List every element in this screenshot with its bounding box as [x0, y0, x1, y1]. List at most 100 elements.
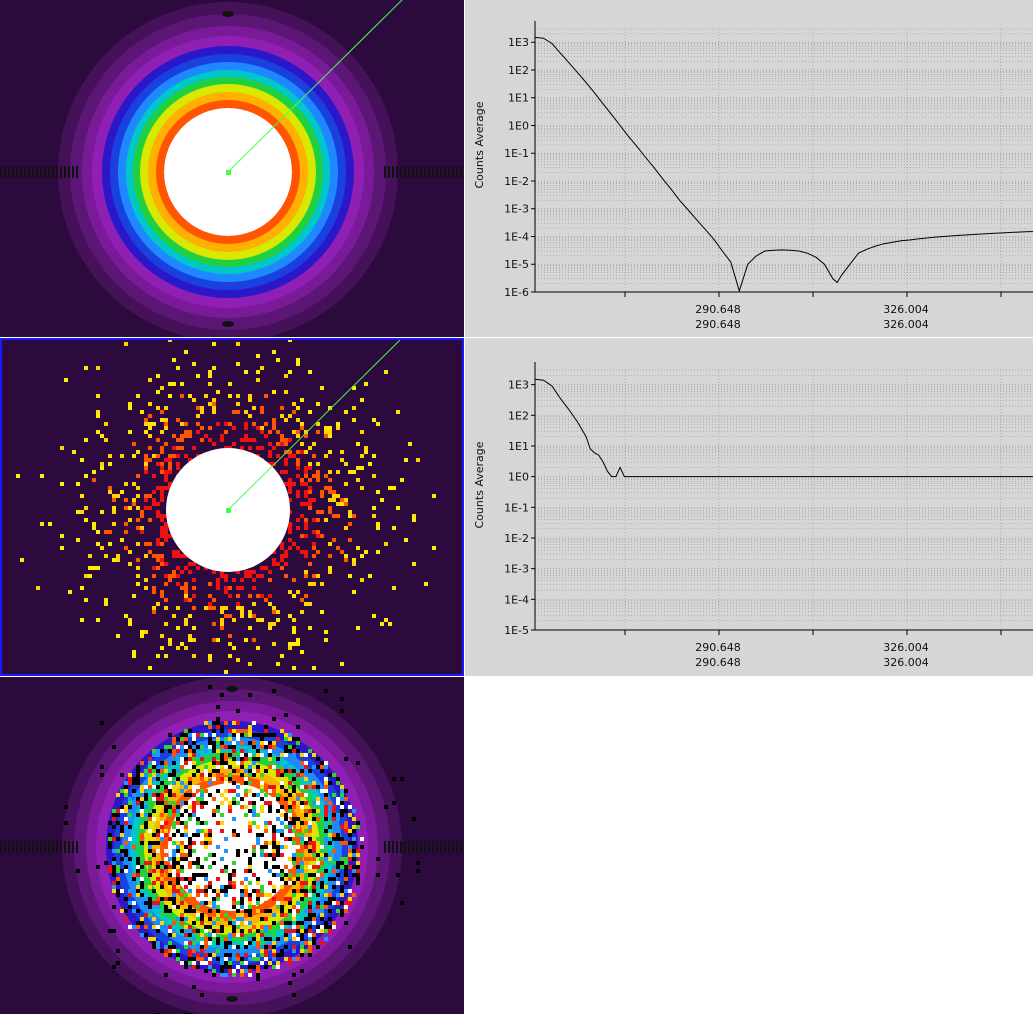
pixel: [168, 749, 172, 753]
pixel: [324, 937, 328, 941]
pixel: [372, 506, 376, 510]
pixel: [208, 941, 212, 945]
pixel: [216, 913, 220, 917]
pixel: [124, 897, 128, 901]
pixel: [236, 849, 240, 853]
pixel: [340, 813, 344, 817]
pixel: [168, 945, 172, 949]
pixel: [328, 841, 332, 845]
pixel: [228, 841, 232, 845]
pixel: [168, 929, 172, 933]
pixel: [188, 889, 192, 893]
pixel: [216, 422, 220, 426]
pixel: [400, 901, 404, 905]
pixel: [240, 893, 244, 897]
pixel: [228, 881, 232, 885]
y-tick-label: 1E-1: [504, 501, 529, 514]
data-image-panel[interactable]: [0, 338, 464, 676]
pixel: [188, 841, 192, 845]
pixel: [336, 873, 340, 877]
profile-line[interactable]: [227, 339, 401, 511]
pixel: [264, 845, 268, 849]
pixel: [328, 566, 332, 570]
pixel: [324, 761, 328, 765]
plot-1-xtick-326: 326.004 326.004: [883, 303, 929, 331]
profile-plot-1[interactable]: Counts Average 290.648 290.648 326.004 3…: [465, 0, 1033, 337]
pixel: [152, 753, 156, 757]
pixel: [148, 865, 152, 869]
pixel: [308, 905, 312, 909]
pixel: [148, 414, 152, 418]
pixel: [180, 865, 184, 869]
pixel: [340, 550, 344, 554]
pixel: [276, 873, 280, 877]
profile-line-handle[interactable]: [226, 170, 231, 175]
pixel: [316, 785, 320, 789]
pixel: [184, 845, 188, 849]
pixel: [256, 897, 260, 901]
pixel: [148, 817, 152, 821]
pixel: [340, 458, 344, 462]
pixel: [320, 761, 324, 765]
stripe: [436, 166, 438, 178]
pixel: [180, 897, 184, 901]
pixel: [204, 857, 208, 861]
pixel: [288, 486, 292, 490]
pixel: [208, 685, 212, 689]
pixel: [308, 949, 312, 953]
profile-plot-2[interactable]: Counts Average 290.648 290.648 326.004 3…: [465, 338, 1033, 676]
pixel: [328, 897, 332, 901]
pixel: [328, 430, 332, 434]
pixel: [220, 761, 224, 765]
pixel: [328, 570, 332, 574]
pixel: [340, 901, 344, 905]
pixel: [200, 805, 204, 809]
residual-image-panel[interactable]: [0, 677, 464, 1014]
profile-line-handle[interactable]: [226, 508, 231, 513]
pixel: [288, 614, 292, 618]
pixel: [220, 773, 224, 777]
pixel: [236, 853, 240, 857]
pixel: [248, 873, 252, 877]
pixel: [296, 909, 300, 913]
pixel: [400, 777, 404, 781]
pixel: [192, 861, 196, 865]
pixel: [344, 889, 348, 893]
pixel: [184, 941, 188, 945]
data-image[interactable]: [0, 338, 464, 676]
pixel: [184, 917, 188, 921]
residual-image[interactable]: [0, 677, 464, 1014]
pixel: [304, 466, 308, 470]
pixel: [268, 442, 272, 446]
pixel: [140, 773, 144, 777]
pixel: [344, 861, 348, 865]
model-image-panel[interactable]: [0, 0, 464, 337]
stripe: [400, 841, 402, 853]
pixel: [332, 793, 336, 797]
pixel: [148, 873, 152, 877]
pixel: [320, 925, 324, 929]
pixel: [76, 482, 80, 486]
pixel: [168, 574, 172, 578]
pixel: [288, 749, 292, 753]
pixel: [260, 893, 264, 897]
pixel: [228, 773, 232, 777]
pixel: [292, 857, 296, 861]
pixel: [296, 925, 300, 929]
pixel: [320, 510, 324, 514]
model-image[interactable]: [0, 0, 464, 337]
pixel: [180, 961, 184, 965]
pixel: [140, 805, 144, 809]
pixel: [260, 909, 264, 913]
pixel: [228, 809, 232, 813]
pixel: [160, 773, 164, 777]
profile-plot-1-svg: Counts Average 290.648 290.648 326.004 3…: [473, 21, 1033, 331]
pixel: [236, 761, 240, 765]
pixel: [324, 925, 328, 929]
plot-2-xtick-326-top: 326.004: [883, 641, 929, 654]
pixel: [248, 857, 252, 861]
pixel: [244, 885, 248, 889]
profile-line[interactable]: [227, 0, 404, 173]
pixel: [324, 809, 328, 813]
pixel: [332, 925, 336, 929]
